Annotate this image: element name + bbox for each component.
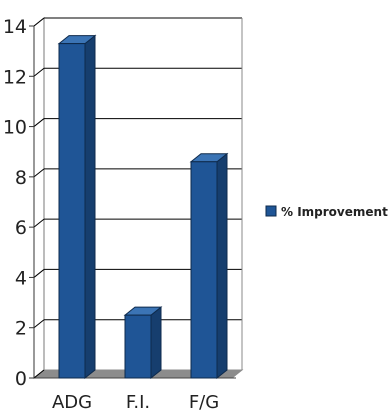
bar-side-F/G <box>216 152 228 380</box>
legend-label: % Improvement <box>281 205 388 219</box>
y-axis-ticks: 0 2 4 6 8 10 12 14 <box>3 16 35 390</box>
gridline-side <box>33 269 45 278</box>
y-tick-label: 10 <box>3 117 27 139</box>
y-tick-label: 8 <box>15 167 27 189</box>
bars <box>57 34 229 380</box>
legend: % Improvement <box>265 205 388 219</box>
x-tick-label: F.I. <box>126 392 150 413</box>
y-tick-label: 6 <box>15 217 27 239</box>
bar-side-ADG <box>84 34 96 380</box>
bar-side-F.I. <box>150 306 162 380</box>
legend-swatch <box>265 205 277 217</box>
gridline-side <box>33 369 45 379</box>
gridline-side <box>33 168 45 178</box>
bar-ADG <box>58 43 86 379</box>
y-tick-label: 0 <box>15 368 27 390</box>
x-tick-label: ADG <box>52 392 92 413</box>
x-tick-label: F/G <box>189 392 219 413</box>
gridline-side <box>33 218 45 228</box>
bar-F/G <box>190 161 218 379</box>
gridline-side <box>33 67 45 77</box>
y-tick-label: 14 <box>3 16 27 38</box>
x-axis-labels: ADG F.I. F/G <box>52 392 219 413</box>
bar-F.I. <box>124 314 152 379</box>
y-tick-label: 4 <box>15 267 27 289</box>
y-tick-label: 2 <box>15 318 27 340</box>
gridline-side <box>33 319 45 329</box>
y-tick-label: 12 <box>3 66 27 88</box>
gridline-side <box>33 17 45 27</box>
gridline-side <box>33 118 45 127</box>
